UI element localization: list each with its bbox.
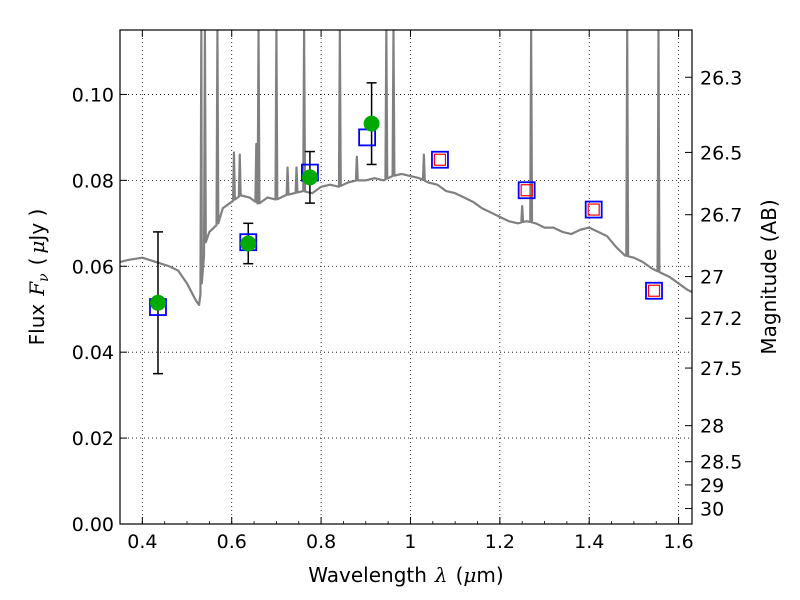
x-tick-label: 0.8 bbox=[306, 531, 336, 553]
observed-marker bbox=[240, 235, 257, 252]
y2-tick-label: 27 bbox=[700, 267, 724, 289]
x-tick-label: 1.4 bbox=[574, 531, 604, 553]
y2-tick-label: 29 bbox=[700, 475, 724, 497]
y-tick-label: 0.08 bbox=[72, 170, 114, 192]
predicted-photometry bbox=[433, 153, 661, 297]
y2-tick-label: 26.5 bbox=[700, 142, 742, 164]
model-marker bbox=[584, 200, 603, 219]
x-tick-label: 0.6 bbox=[217, 531, 247, 553]
x-ticks: 0.4 0.6 0.8 1 1.2 1.4 1.6 bbox=[127, 30, 694, 553]
y-tick-label: 0.00 bbox=[72, 514, 114, 536]
y2-tick-label: 27.5 bbox=[700, 358, 742, 380]
predicted-marker bbox=[520, 184, 533, 197]
predicted-marker bbox=[647, 284, 661, 297]
y2-tick-label: 27.2 bbox=[700, 308, 742, 330]
observed-photometry bbox=[149, 115, 380, 311]
y-axis-label: FluxFν(μJy ) bbox=[25, 209, 52, 346]
y-tick-label: 0.06 bbox=[72, 256, 114, 278]
y-tick-label: 0.04 bbox=[72, 342, 114, 364]
model-marker bbox=[645, 281, 663, 300]
y-tick-label: 0.10 bbox=[72, 84, 114, 106]
observed-marker bbox=[363, 115, 380, 132]
sed-line bbox=[120, 30, 692, 307]
model-marker bbox=[431, 150, 449, 169]
y-ticks: 0.00 0.02 0.04 0.06 0.08 0.10 bbox=[72, 84, 127, 536]
x-tick-label: 1.6 bbox=[663, 531, 693, 553]
y2-tick-label: 30 bbox=[700, 499, 724, 521]
x-tick-label: 1.2 bbox=[485, 531, 515, 553]
model-marker bbox=[517, 181, 536, 200]
y2-tick-label: 28 bbox=[700, 416, 724, 438]
predicted-marker bbox=[587, 203, 600, 216]
sed-spectrum bbox=[120, 30, 692, 307]
y2-tick-label: 28.5 bbox=[700, 452, 742, 474]
y2-tick-label: 26.3 bbox=[700, 67, 742, 89]
x-axis-label: Wavelength λ (μm) bbox=[308, 563, 503, 587]
y-tick-label: 0.02 bbox=[72, 428, 114, 450]
y2-axis-label: Magnitude (AB) bbox=[757, 199, 781, 354]
predicted-marker bbox=[433, 153, 447, 166]
observed-marker bbox=[149, 294, 166, 311]
x-tick-label: 0.4 bbox=[127, 531, 157, 553]
y2-tick-label: 26.7 bbox=[700, 205, 742, 227]
observed-marker bbox=[301, 169, 318, 186]
plot-background bbox=[120, 30, 692, 524]
x-tick-label: 1 bbox=[404, 531, 416, 553]
